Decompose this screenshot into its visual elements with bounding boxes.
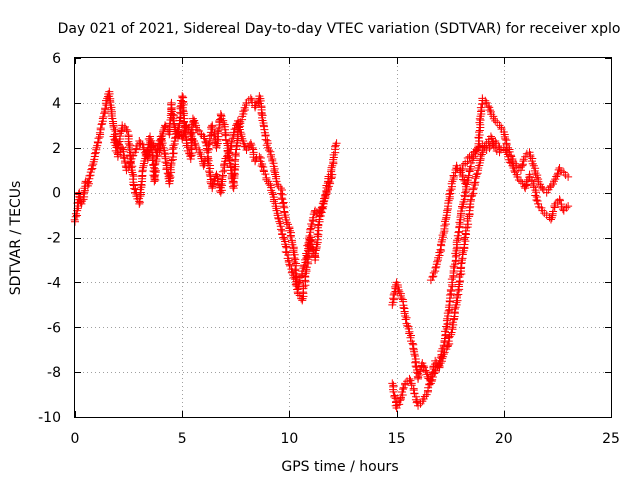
y-tick-label: -10 — [38, 410, 61, 426]
y-tick-label: -6 — [47, 320, 61, 336]
x-tick-label: 20 — [495, 431, 513, 447]
y-tick-label: 6 — [52, 51, 61, 67]
sdtvar-chart: Day 021 of 2021, Sidereal Day-to-day VTE… — [0, 0, 640, 480]
y-axis-label: SDTVAR / TECUs — [8, 181, 24, 296]
y-tick-label: 2 — [52, 141, 61, 157]
y-tick-label: -4 — [47, 275, 61, 291]
x-tick-label: 15 — [388, 431, 406, 447]
x-axis-label: GPS time / hours — [281, 459, 398, 475]
x-tick-label: 0 — [71, 431, 80, 447]
y-tick-label: 0 — [52, 186, 61, 202]
x-tick-label: 10 — [280, 431, 298, 447]
chart-title: Day 021 of 2021, Sidereal Day-to-day VTE… — [58, 21, 621, 37]
y-tick-label: 4 — [52, 96, 61, 112]
x-tick-label: 5 — [178, 431, 187, 447]
y-tick-label: -2 — [47, 231, 61, 247]
y-tick-label: -8 — [47, 365, 61, 381]
x-tick-label: 25 — [602, 431, 620, 447]
